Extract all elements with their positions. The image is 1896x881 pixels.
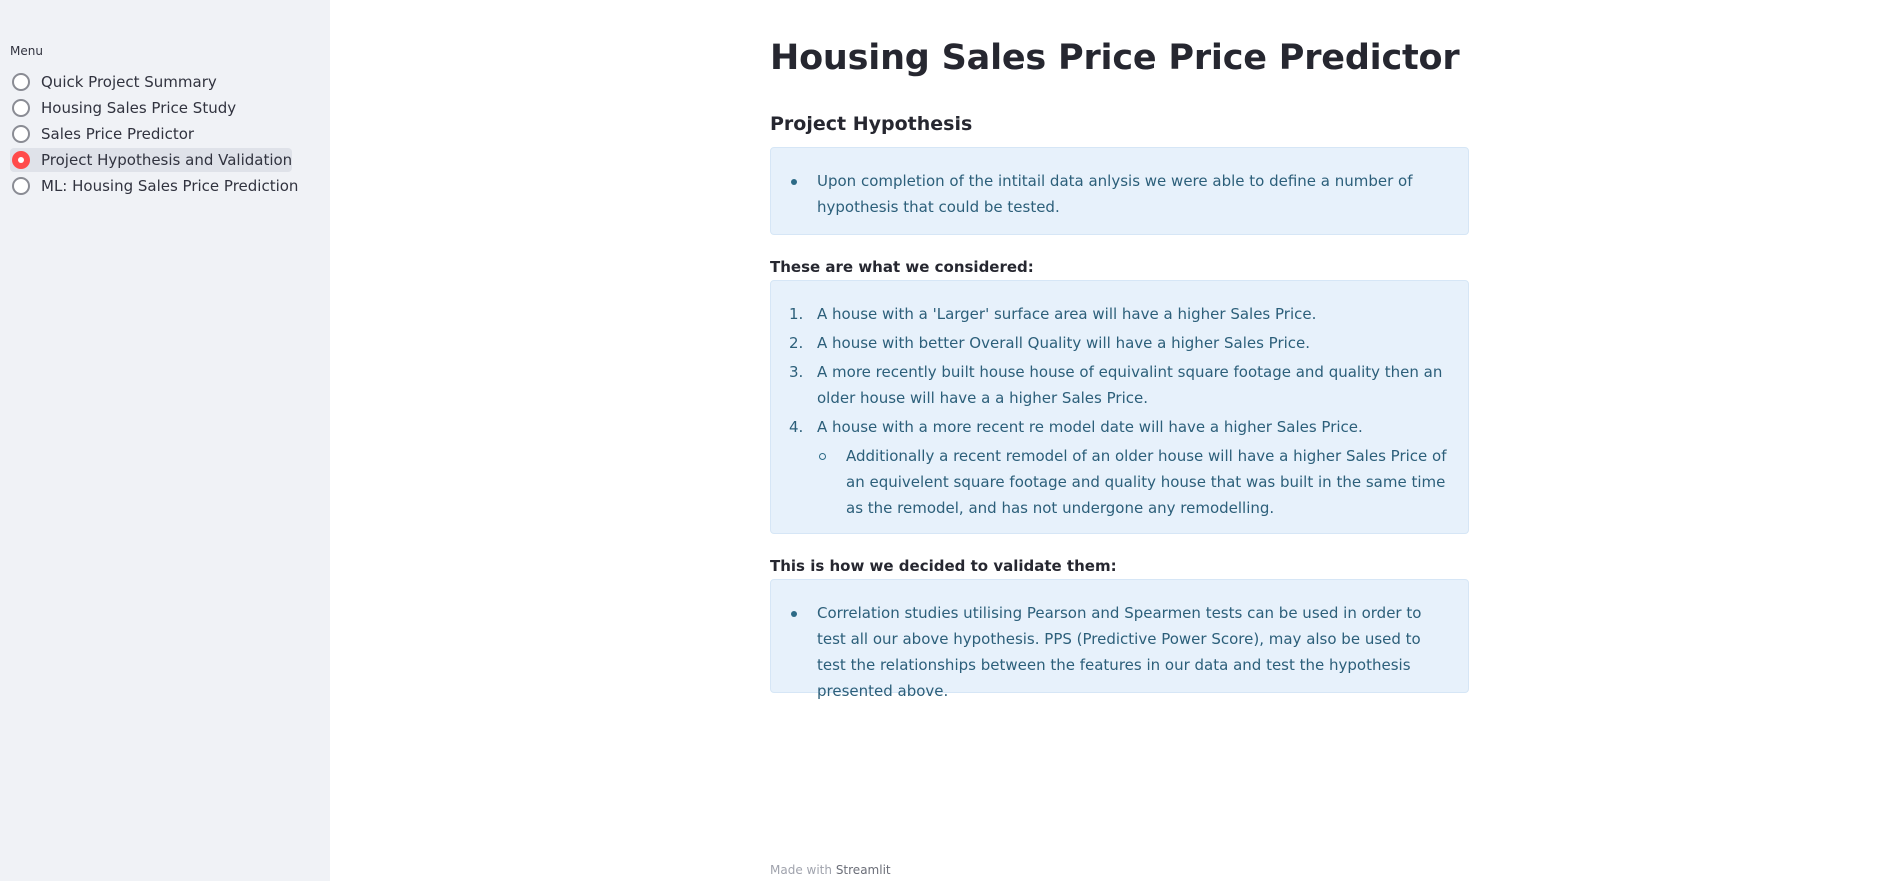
navigation-radio-group: Quick Project Summary Housing Sales Pric… bbox=[10, 70, 298, 200]
list-item: 2. A house with better Overall Quality w… bbox=[771, 330, 1468, 356]
hypothesis-numbered-list: 1. A house with a 'Larger' surface area … bbox=[771, 301, 1468, 521]
nav-item-housing-sales-price-study[interactable]: Housing Sales Price Study bbox=[10, 96, 292, 120]
list-item: 3. A more recently built house house of … bbox=[771, 359, 1468, 411]
list-item-text: A more recently built house house of equ… bbox=[817, 363, 1443, 407]
radio-unselected-icon[interactable] bbox=[12, 73, 30, 91]
radio-unselected-icon[interactable] bbox=[12, 177, 30, 195]
list-item: Correlation studies utilising Pearson an… bbox=[771, 600, 1468, 704]
nav-item-label: Sales Price Predictor bbox=[41, 125, 195, 143]
footer-streamlit-link[interactable]: Streamlit bbox=[835, 863, 891, 877]
nav-item-label: Project Hypothesis and Validation bbox=[41, 151, 293, 169]
list-item-text: A house with a more recent re model date… bbox=[817, 418, 1363, 436]
footer: Made with Streamlit bbox=[770, 863, 891, 877]
list-item: 4. A house with a more recent re model d… bbox=[771, 414, 1468, 440]
bullet-icon bbox=[791, 179, 797, 185]
validate-bullet-list: Correlation studies utilising Pearson an… bbox=[771, 600, 1468, 704]
radio-selected-icon[interactable] bbox=[12, 151, 30, 169]
list-item-text: A house with a 'Larger' surface area wil… bbox=[817, 305, 1317, 323]
radio-unselected-icon[interactable] bbox=[12, 125, 30, 143]
intro-info-box: Upon completion of the intitail data anl… bbox=[770, 147, 1469, 235]
list-item-number: 2. bbox=[789, 334, 804, 352]
nav-item-label: Quick Project Summary bbox=[41, 73, 217, 91]
section-subheader: Project Hypothesis bbox=[770, 113, 973, 135]
hollow-bullet-icon bbox=[819, 453, 826, 460]
considered-heading: These are what we considered: bbox=[770, 258, 1034, 276]
list-item: Upon completion of the intitail data anl… bbox=[771, 168, 1468, 220]
nav-item-quick-project-summary[interactable]: Quick Project Summary bbox=[10, 70, 292, 94]
sidebar: Menu Quick Project Summary Housing Sales… bbox=[0, 0, 330, 881]
nav-item-sales-price-predictor[interactable]: Sales Price Predictor bbox=[10, 122, 292, 146]
list-item-text: Upon completion of the intitail data anl… bbox=[817, 172, 1413, 216]
list-item-number: 1. bbox=[789, 305, 804, 323]
sub-list-item: Additionally a recent remodel of an olde… bbox=[771, 443, 1468, 521]
nav-item-label: ML: Housing Sales Price Prediction bbox=[41, 177, 299, 195]
radio-unselected-icon[interactable] bbox=[12, 99, 30, 117]
nav-item-ml-housing-sales-price-prediction[interactable]: ML: Housing Sales Price Prediction bbox=[10, 174, 298, 198]
list-item-text: A house with better Overall Quality will… bbox=[817, 334, 1311, 352]
list-item-text: Correlation studies utilising Pearson an… bbox=[817, 604, 1422, 700]
validate-info-box: Correlation studies utilising Pearson an… bbox=[770, 579, 1469, 700]
nav-item-label: Housing Sales Price Study bbox=[41, 99, 237, 117]
list-item-number: 4. bbox=[789, 418, 804, 436]
validate-heading: This is how we decided to validate them: bbox=[770, 557, 1117, 575]
menu-label: Menu bbox=[10, 44, 43, 58]
footer-made-with: Made with bbox=[770, 863, 832, 877]
page-title: Housing Sales Price Price Predictor bbox=[770, 38, 1460, 78]
nav-item-project-hypothesis-and-validation[interactable]: Project Hypothesis and Validation bbox=[10, 148, 292, 172]
list-item-number: 3. bbox=[789, 363, 804, 381]
bullet-icon bbox=[791, 611, 797, 617]
list-item: 1. A house with a 'Larger' surface area … bbox=[771, 301, 1468, 327]
sub-list-item-text: Additionally a recent remodel of an olde… bbox=[846, 447, 1447, 517]
considered-info-box: 1. A house with a 'Larger' surface area … bbox=[770, 280, 1469, 534]
intro-bullet-list: Upon completion of the intitail data anl… bbox=[771, 168, 1468, 220]
